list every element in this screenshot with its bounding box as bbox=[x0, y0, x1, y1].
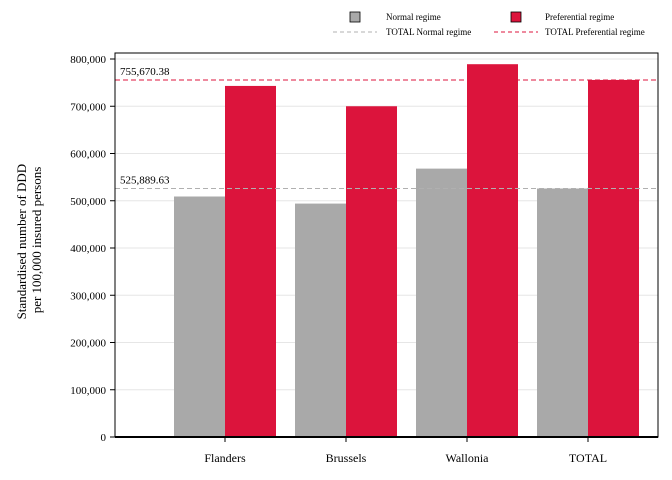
bar-preferential-wallonia bbox=[467, 64, 518, 437]
legend-label-normal: Normal regime bbox=[386, 12, 441, 22]
y-tick-label: 600,000 bbox=[70, 149, 106, 161]
x-tick-label: Brussels bbox=[326, 451, 367, 465]
bar-normal-total bbox=[537, 188, 588, 437]
y-tick-label: 700,000 bbox=[70, 101, 106, 113]
y-tick-label: 100,000 bbox=[70, 385, 106, 397]
reference-lines: 525,889.63 755,670.38 bbox=[115, 66, 658, 190]
bar-normal-wallonia bbox=[416, 168, 467, 437]
y-axis-title-line-1: Standardised number of DDD bbox=[14, 164, 29, 320]
bar-preferential-brussels bbox=[346, 106, 397, 437]
y-tick-label: 0 bbox=[101, 432, 107, 444]
y-tick-label: 300,000 bbox=[70, 290, 106, 302]
x-axis-ticks: Flanders Brussels Wallonia TOTAL bbox=[204, 437, 607, 465]
y-tick-label: 200,000 bbox=[70, 338, 106, 350]
y-axis-title: Standardised number of DDD per 100,000 i… bbox=[14, 161, 44, 320]
bar-normal-flanders bbox=[174, 196, 225, 437]
legend-swatch-preferential bbox=[510, 11, 522, 23]
legend-label-total-preferential: TOTAL Preferential regime bbox=[545, 27, 645, 37]
legend-label-preferential: Preferential regime bbox=[545, 12, 614, 22]
bars bbox=[174, 64, 639, 438]
x-tick-label: Wallonia bbox=[445, 451, 489, 465]
reference-line-label: 755,670.38 bbox=[120, 66, 170, 78]
x-tick-label: Flanders bbox=[204, 451, 246, 465]
reference-line-label: 525,889.63 bbox=[120, 175, 170, 187]
y-tick-label: 800,000 bbox=[70, 54, 106, 66]
y-axis-title-line-2: per 100,000 insured persons bbox=[29, 167, 44, 314]
y-axis-ticks: 0 100,000 200,000 300,000 400,000 500,000 600,… bbox=[70, 54, 115, 444]
legend-label-total-normal: TOTAL Normal regime bbox=[386, 27, 471, 37]
y-tick-label: 400,000 bbox=[70, 243, 106, 255]
y-tick-label: 500,000 bbox=[70, 196, 106, 208]
bar-preferential-total bbox=[588, 79, 639, 438]
x-tick-label: TOTAL bbox=[569, 451, 607, 465]
bar-preferential-flanders bbox=[225, 85, 276, 438]
bar-normal-brussels bbox=[295, 203, 346, 437]
legend: Normal regime Preferential regime TOTAL … bbox=[333, 11, 645, 37]
legend-swatch-normal bbox=[349, 11, 361, 23]
